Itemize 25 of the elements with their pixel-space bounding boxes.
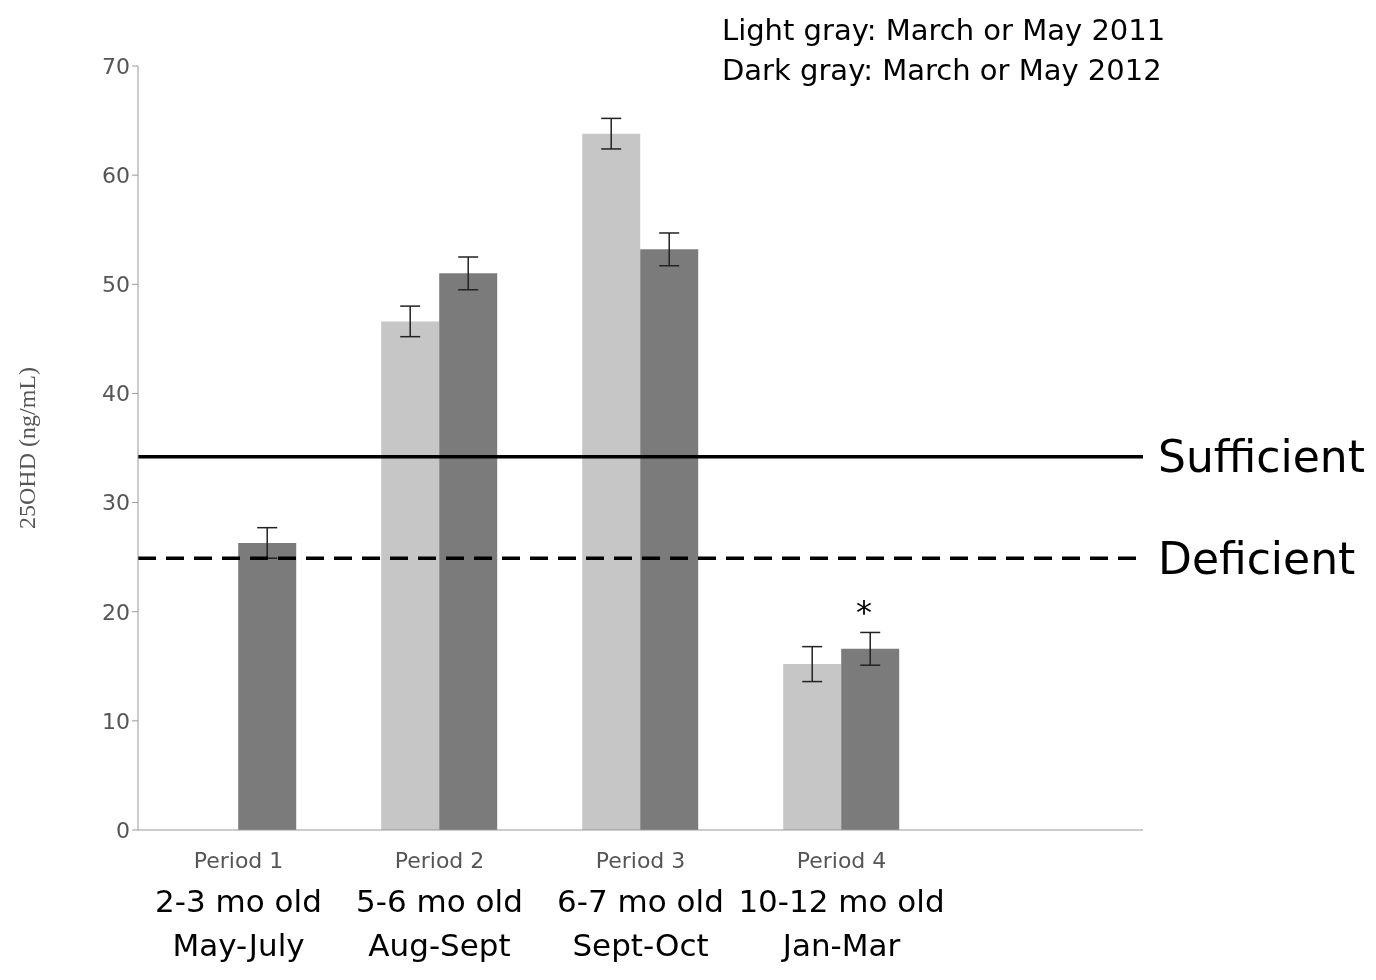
annotation: * bbox=[856, 593, 872, 631]
y-tick-label: 40 bbox=[102, 381, 130, 407]
y-axis-title: 25OHD (ng/mL) bbox=[13, 367, 40, 529]
bar bbox=[238, 542, 297, 830]
x-tick-label: Period 1 2-3 mo old May-July bbox=[155, 848, 322, 963]
x-tick-label: Period 2 5-6 mo old Aug-Sept bbox=[356, 848, 523, 963]
x-tick-label: Period 3 6-7 mo old Sept-Oct bbox=[557, 848, 724, 963]
bar bbox=[783, 664, 842, 830]
bar bbox=[640, 249, 699, 830]
y-tick-label: 30 bbox=[102, 490, 130, 516]
bar bbox=[439, 273, 498, 830]
x-tick-label: Period 4 10-12 mo old Jan-Mar bbox=[738, 848, 945, 963]
y-tick-label: 70 bbox=[102, 53, 130, 79]
ref-line-label: Sufficient bbox=[1158, 431, 1365, 483]
y-tick-label: 10 bbox=[102, 708, 130, 734]
y-tick-label: 60 bbox=[102, 162, 130, 188]
ref-line-label: Deficient bbox=[1158, 532, 1356, 584]
bar bbox=[582, 133, 641, 830]
text: Light gray: March or May 2011 bbox=[722, 12, 1166, 49]
y-tick-label: 0 bbox=[116, 817, 130, 843]
bar bbox=[841, 648, 900, 830]
bar bbox=[381, 321, 440, 830]
y-tick-label: 50 bbox=[102, 272, 130, 298]
y-tick-label: 20 bbox=[102, 599, 130, 625]
annotation: Dark gray: March or May 2012 bbox=[722, 52, 1163, 89]
